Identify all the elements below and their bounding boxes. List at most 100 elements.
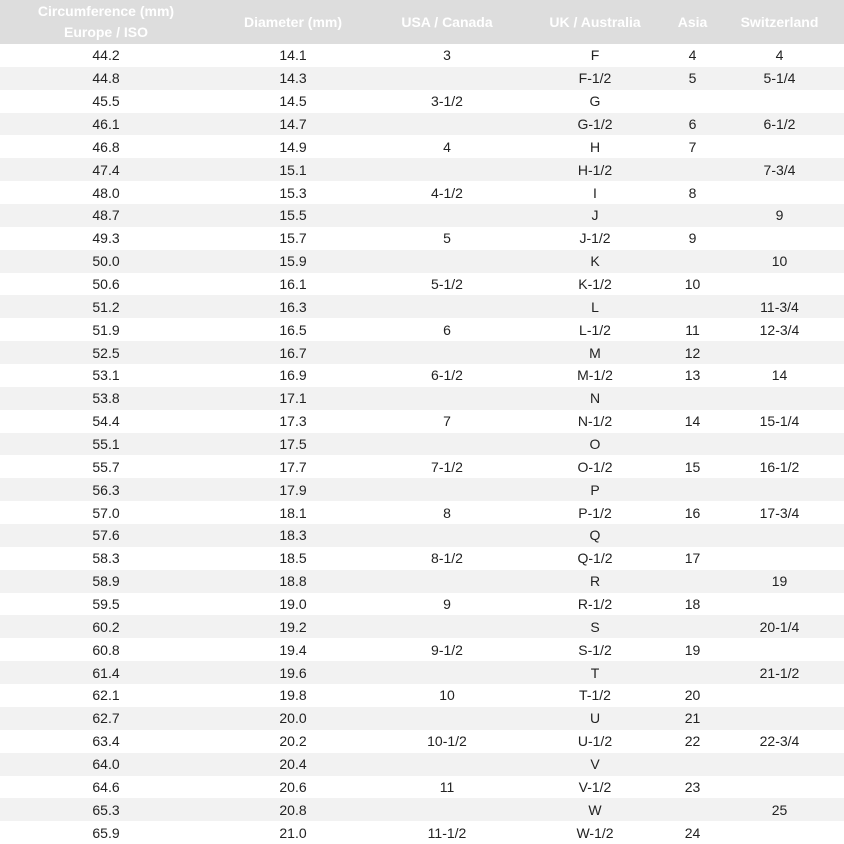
cell-usa-canada: 8 (443, 504, 451, 521)
cell-switzerland (715, 478, 844, 502)
cell-diameter: 14.9 (279, 138, 307, 155)
cell-uk-australia: O-1/2 (577, 458, 613, 475)
table-row: 65.9 21.0 11-1/2 W-1/2 24 (0, 821, 844, 844)
cell-asia: 15 (684, 458, 701, 475)
table-row: 44.8 14.3 F-1/2 5 5-1/4 (0, 66, 844, 90)
cell-asia: 14 (684, 413, 701, 430)
cell-diameter: 15.7 (279, 230, 307, 247)
table-row: 52.5 16.7 M 12 (0, 341, 844, 365)
table-row: 62.1 19.8 10 T-1/2 20 (0, 684, 844, 707)
cell-diameter: 16.5 (279, 321, 307, 338)
cell-asia (670, 204, 715, 227)
column-header-switzerland: Switzerland (715, 0, 844, 44)
cell-usa-canada: 4 (443, 138, 451, 155)
cell-usa-canada: 6-1/2 (431, 367, 463, 384)
cell-diameter: 19.4 (279, 641, 307, 658)
cell-circumference: 56.3 (0, 478, 212, 502)
cell-asia: 18 (684, 596, 701, 613)
column-header-uk-australia: UK / Australia (520, 0, 670, 44)
cell-usa-canada (374, 158, 520, 182)
column-header-usa-canada: USA / Canada (374, 0, 520, 44)
cell-uk-australia: V (520, 752, 670, 776)
cell-circumference: 45.5 (92, 93, 120, 110)
cell-asia: 8 (688, 184, 697, 201)
cell-uk-australia: H-1/2 (520, 158, 670, 182)
table-row: 59.5 19.0 9 R-1/2 18 (0, 593, 844, 616)
cell-uk-australia: W (520, 798, 670, 822)
cell-uk-australia: N-1/2 (577, 413, 613, 430)
cell-asia (670, 524, 715, 547)
cell-diameter: 20.6 (279, 778, 307, 795)
cell-switzerland: 21-1/2 (715, 661, 844, 685)
cell-diameter: 19.8 (279, 687, 307, 704)
cell-circumference: 62.1 (92, 687, 120, 704)
cell-diameter: 14.7 (212, 112, 374, 136)
cell-uk-australia: T (520, 661, 670, 685)
cell-asia (670, 386, 715, 410)
cell-diameter: 21.0 (279, 824, 307, 841)
cell-uk-australia: G-1/2 (520, 112, 670, 136)
cell-uk-australia: F (590, 47, 600, 64)
cell-diameter: 15.3 (279, 184, 307, 201)
cell-switzerland: 17-3/4 (759, 504, 800, 521)
cell-switzerland (715, 593, 844, 616)
cell-diameter: 18.3 (212, 524, 374, 547)
cell-asia: 9 (688, 230, 697, 247)
table-row: 55.7 17.7 7-1/2 O-1/2 15 16-1/2 (0, 455, 844, 478)
cell-circumference: 61.4 (0, 661, 212, 685)
table-row: 45.5 14.5 3-1/2 G (0, 90, 844, 113)
cell-uk-australia: S (520, 615, 670, 639)
cell-uk-australia: L (520, 295, 670, 319)
cell-usa-canada (374, 478, 520, 502)
cell-usa-canada: 3-1/2 (431, 93, 463, 110)
cell-diameter: 18.5 (279, 550, 307, 567)
cell-uk-australia: P-1/2 (578, 504, 612, 521)
cell-switzerland (715, 547, 844, 570)
cell-circumference: 59.5 (92, 596, 120, 613)
cell-diameter: 17.5 (212, 432, 374, 456)
cell-usa-canada: 3 (443, 47, 451, 64)
cell-circumference: 63.4 (92, 733, 120, 750)
cell-diameter: 16.1 (279, 276, 307, 293)
table-row: 48.0 15.3 4-1/2 I 8 (0, 181, 844, 204)
cell-circumference: 55.7 (92, 458, 120, 475)
cell-uk-australia: N (520, 386, 670, 410)
table-row: 57.6 18.3 Q (0, 524, 844, 547)
cell-circumference: 44.8 (0, 66, 212, 90)
cell-usa-canada (374, 432, 520, 456)
cell-uk-australia: J (520, 204, 670, 227)
cell-circumference: 53.1 (92, 367, 120, 384)
cell-asia: 12 (670, 341, 715, 365)
cell-asia: 4 (688, 47, 697, 64)
cell-circumference: 65.9 (92, 824, 120, 841)
cell-switzerland: 25 (715, 798, 844, 822)
table-row: 46.1 14.7 G-1/2 6 6-1/2 (0, 112, 844, 136)
cell-switzerland: 15-1/4 (759, 413, 800, 430)
table-row: 50.0 15.9 K 10 (0, 249, 844, 273)
cell-diameter: 15.5 (212, 204, 374, 227)
table-row: 60.2 19.2 S 20-1/4 (0, 615, 844, 639)
cell-uk-australia: R (520, 569, 670, 593)
cell-circumference: 57.0 (92, 504, 120, 521)
cell-switzerland (715, 227, 844, 250)
cell-asia (670, 569, 715, 593)
cell-circumference: 53.8 (0, 386, 212, 410)
cell-asia: 7 (688, 138, 697, 155)
cell-asia (670, 432, 715, 456)
cell-uk-australia: I (593, 184, 597, 201)
cell-uk-australia: H (589, 138, 601, 155)
table-row: 48.7 15.5 J 9 (0, 204, 844, 227)
cell-uk-australia: L-1/2 (579, 321, 611, 338)
cell-diameter: 19.2 (212, 615, 374, 639)
cell-switzerland (715, 638, 844, 661)
cell-usa-canada (374, 66, 520, 90)
table-row: 50.6 16.1 5-1/2 K-1/2 10 (0, 273, 844, 296)
table-row: 65.3 20.8 W 25 (0, 798, 844, 822)
cell-diameter: 15.9 (212, 249, 374, 273)
cell-circumference: 47.4 (0, 158, 212, 182)
cell-circumference: 46.8 (92, 138, 120, 155)
table-row: 51.9 16.5 6 L-1/2 11 12-3/4 (0, 318, 844, 341)
cell-asia: 23 (684, 778, 701, 795)
table-row: 56.3 17.9 P (0, 478, 844, 502)
cell-circumference: 52.5 (0, 341, 212, 365)
